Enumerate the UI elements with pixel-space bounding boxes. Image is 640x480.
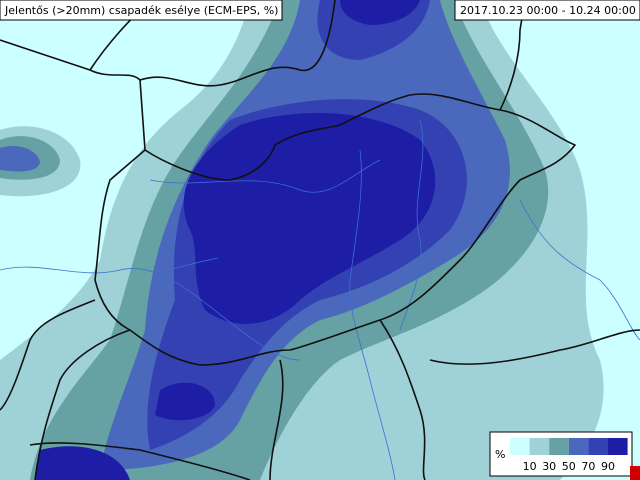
river [399, 119, 424, 331]
legend-swatch [608, 438, 628, 455]
country-border [499, 0, 526, 111]
map-title: Jelentős (>20mm) csapadék esélye (ECM-EP… [4, 4, 278, 17]
legend-tick-label: 30 [542, 460, 556, 473]
legend: % 10 30 50 70 90 [489, 431, 633, 477]
legend-tick-label: 50 [562, 460, 576, 473]
corner-marker [630, 466, 640, 480]
country-border [0, 39, 576, 366]
legend-swatch [568, 438, 589, 455]
legend-swatch [510, 438, 530, 455]
rivers [0, 119, 640, 480]
legend-swatch [588, 438, 608, 455]
period: 2017.10.23 00:00 - 10.24 00:00 [460, 4, 636, 17]
probability-fields [0, 0, 604, 480]
period-box [454, 0, 640, 21]
country-border [0, 299, 96, 411]
country-border [139, 0, 336, 87]
country-border [379, 319, 426, 480]
legend-tick-label: 10 [523, 460, 537, 473]
river [0, 266, 301, 361]
legend-unit: % [495, 448, 505, 461]
river [349, 149, 396, 480]
river [149, 159, 381, 193]
country-border [269, 359, 284, 480]
legend-tick-label: 90 [601, 460, 615, 473]
field-90 [35, 0, 436, 480]
river [519, 199, 640, 341]
legend-swatch [529, 438, 550, 455]
country-border [34, 329, 131, 480]
country-border [29, 442, 251, 480]
river [169, 257, 219, 271]
legend-swatch [549, 438, 569, 455]
country-border [429, 329, 640, 365]
title-box [0, 0, 283, 21]
field-50-west [0, 145, 40, 172]
legend-tick-label: 70 [581, 460, 595, 473]
